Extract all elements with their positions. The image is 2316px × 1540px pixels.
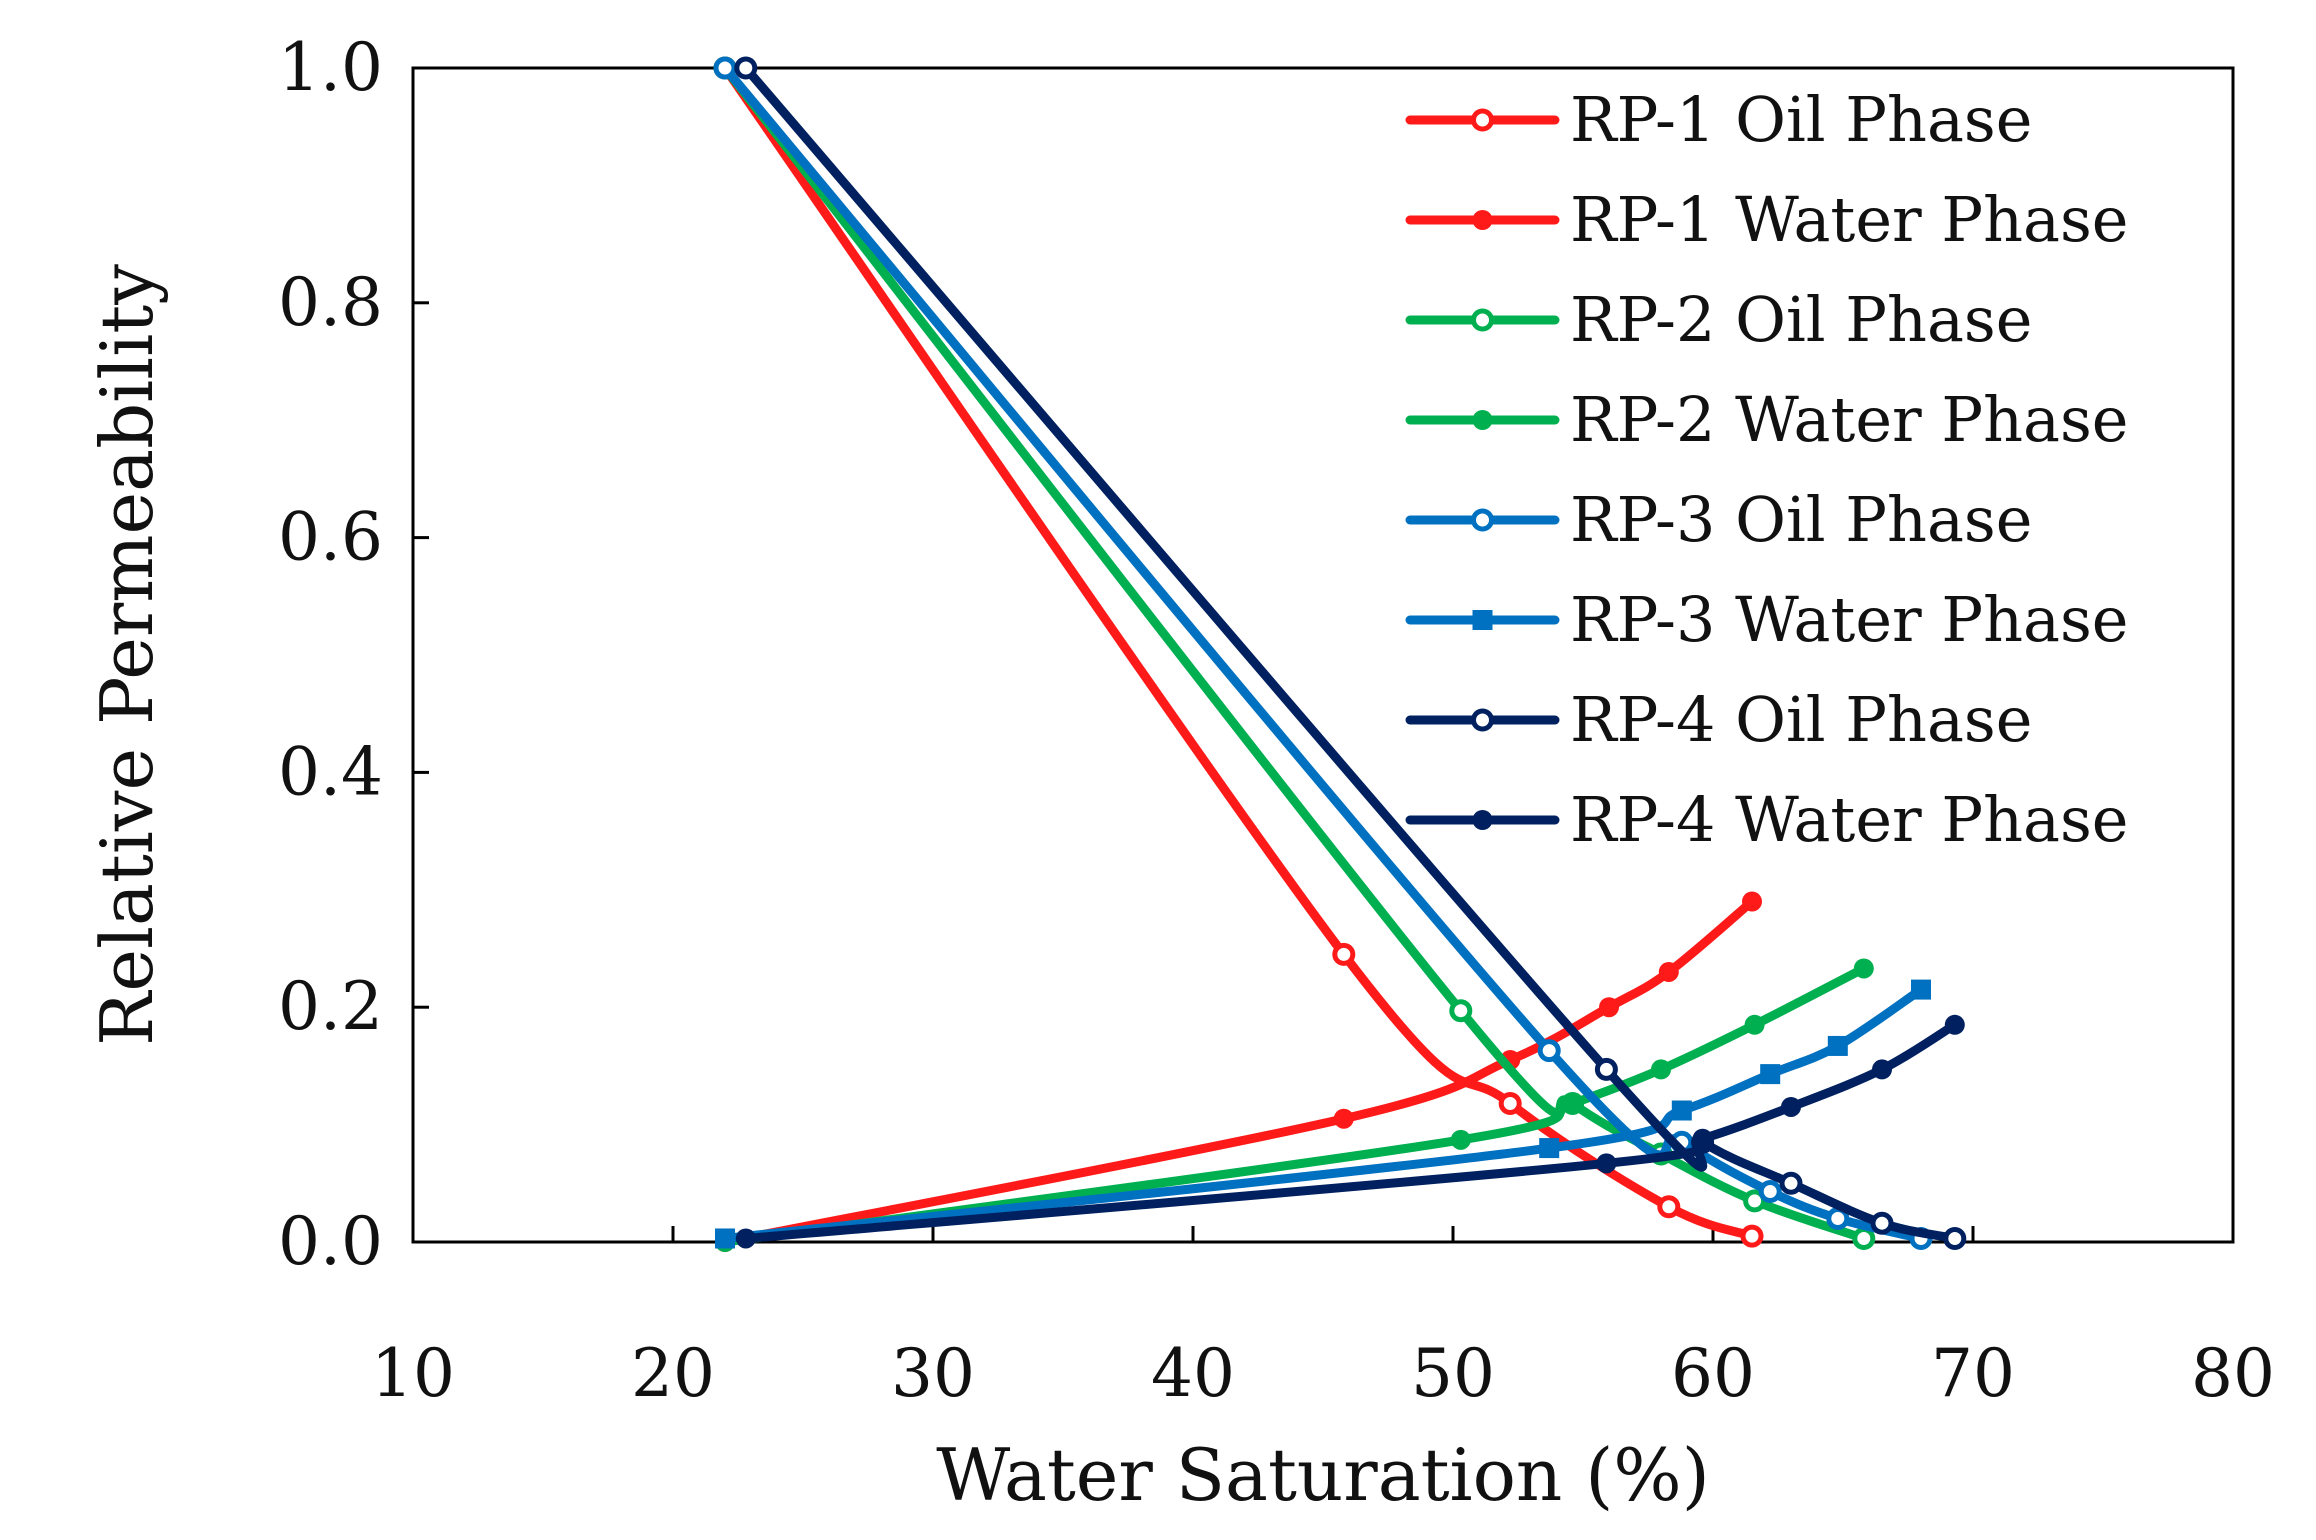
legend-label: RP-1 Oil Phase <box>1570 83 2032 156</box>
x-tick-label: 40 <box>1151 1335 1235 1412</box>
data-point-rp-1-water-phase <box>1333 1108 1354 1129</box>
data-point-rp-4-oil-phase <box>1594 1057 1618 1081</box>
data-point-rp-3-water-phase <box>1760 1064 1781 1085</box>
data-point-rp-3-oil-phase <box>1758 1180 1782 1204</box>
data-point-rp-4-water-phase <box>1692 1128 1713 1149</box>
legend-label: RP-2 Water Phase <box>1570 383 2128 456</box>
legend-label: RP-3 Oil Phase <box>1570 483 2032 556</box>
x-tick-label: 20 <box>631 1335 715 1412</box>
legend-entry-rp-4-water-phase: RP-4 Water Phase <box>1405 783 2128 856</box>
series-layer <box>713 56 1967 1252</box>
y-tick-labels: 0.0 0.2 0.4 0.6 0.8 1.0 <box>278 29 383 1280</box>
x-axis-title: Water Saturation (%) <box>936 1433 1710 1517</box>
plot-frame <box>411 66 2235 1244</box>
data-point-rp-4-water-phase <box>1872 1059 1892 1080</box>
data-point-rp-2-water-phase <box>1853 958 1874 979</box>
data-point-rp-3-water-phase <box>1827 1035 1848 1056</box>
data-point-rp-2-oil-phase <box>1852 1226 1876 1250</box>
legend: RP-1 Oil Phase RP-1 Water Phase RP-2 Oil P… <box>1405 83 2128 856</box>
legend-label: RP-4 Oil Phase <box>1570 683 2032 756</box>
x-tick-labels: 10 20 30 40 50 60 70 80 <box>371 1335 2275 1412</box>
x-tick-label: 70 <box>1931 1335 2015 1412</box>
legend-entry-rp-3-water-phase: RP-3 Water Phase <box>1405 583 2128 656</box>
x-tick-label: 50 <box>1411 1335 1495 1412</box>
data-point-rp-1-oil-phase <box>1498 1091 1522 1115</box>
data-point-rp-1-water-phase <box>1599 997 1619 1018</box>
legend-entry-rp-1-water-phase: RP-1 Water Phase <box>1405 183 2128 256</box>
y-tick-label: 1.0 <box>278 29 383 106</box>
series-line-rp-4-oil-phase <box>741 63 1960 1243</box>
y-tick-label: 0.8 <box>278 264 383 341</box>
y-tick-label: 0.0 <box>278 1203 383 1280</box>
data-point-rp-1-oil-phase <box>1740 1224 1764 1248</box>
data-point-rp-1-oil-phase <box>1657 1195 1681 1219</box>
data-point-rp-3-water-phase <box>1911 979 1931 1000</box>
legend-marker <box>1472 410 1493 430</box>
data-point-rp-3-oil-phase <box>1537 1039 1561 1063</box>
legend-marker <box>1471 108 1494 132</box>
series-rp-3-water-phase <box>715 979 1931 1249</box>
data-point-rp-4-oil-phase <box>1779 1171 1803 1195</box>
legend-label: RP-3 Water Phase <box>1570 583 2128 656</box>
data-point-rp-2-oil-phase <box>1449 999 1473 1023</box>
legend-marker <box>1471 708 1494 732</box>
data-point-rp-4-oil-phase <box>734 56 758 80</box>
x-tick-label: 10 <box>371 1335 455 1412</box>
legend-entry-rp-3-oil-phase: RP-3 Oil Phase <box>1405 483 2032 556</box>
legend-marker <box>1472 810 1493 830</box>
data-point-rp-3-water-phase <box>1671 1100 1692 1121</box>
legend-label: RP-1 Water Phase <box>1570 183 2128 256</box>
y-tick-label: 0.2 <box>278 968 383 1045</box>
series-rp-4-water-phase <box>735 1014 1965 1249</box>
legend-entry-rp-2-oil-phase: RP-2 Oil Phase <box>1405 283 2032 356</box>
data-point-rp-4-water-phase <box>1781 1096 1801 1117</box>
y-tick-label: 0.6 <box>278 499 383 576</box>
data-point-rp-4-water-phase <box>735 1228 756 1249</box>
legend-marker <box>1472 610 1493 630</box>
data-point-rp-4-water-phase <box>1944 1014 1965 1035</box>
y-axis-title: Relative Permeability <box>85 264 169 1046</box>
data-point-rp-3-water-phase <box>1539 1138 1560 1159</box>
x-tick-label: 30 <box>891 1335 975 1412</box>
data-point-rp-1-water-phase <box>1742 891 1762 912</box>
legend-entry-rp-4-oil-phase: RP-4 Oil Phase <box>1405 683 2032 756</box>
axis-ticks <box>411 66 2235 1244</box>
data-point-rp-4-oil-phase <box>1870 1211 1894 1235</box>
data-point-rp-4-oil-phase <box>1943 1226 1967 1250</box>
legend-marker <box>1472 210 1493 230</box>
x-tick-label: 60 <box>1671 1335 1755 1412</box>
data-point-rp-2-water-phase <box>1744 1014 1765 1035</box>
legend-label: RP-2 Oil Phase <box>1570 283 2032 356</box>
y-tick-label: 0.4 <box>278 733 383 810</box>
data-point-rp-4-water-phase <box>1596 1153 1617 1174</box>
legend-entry-rp-1-oil-phase: RP-1 Oil Phase <box>1405 83 2032 156</box>
data-point-rp-2-water-phase <box>1562 1093 1583 1114</box>
legend-entry-rp-2-water-phase: RP-2 Water Phase <box>1405 383 2128 456</box>
legend-marker <box>1471 308 1494 332</box>
series-rp-2-water-phase <box>715 958 1874 1252</box>
data-point-rp-1-oil-phase <box>1332 942 1356 966</box>
x-tick-label: 80 <box>2191 1335 2275 1412</box>
legend-marker <box>1471 508 1494 532</box>
data-point-rp-2-water-phase <box>1651 1059 1671 1080</box>
data-point-rp-3-oil-phase <box>713 56 737 80</box>
data-point-rp-3-water-phase <box>715 1228 735 1249</box>
data-point-rp-2-water-phase <box>1450 1129 1471 1150</box>
legend-label: RP-4 Water Phase <box>1570 783 2128 856</box>
data-point-rp-1-water-phase <box>1658 961 1679 982</box>
